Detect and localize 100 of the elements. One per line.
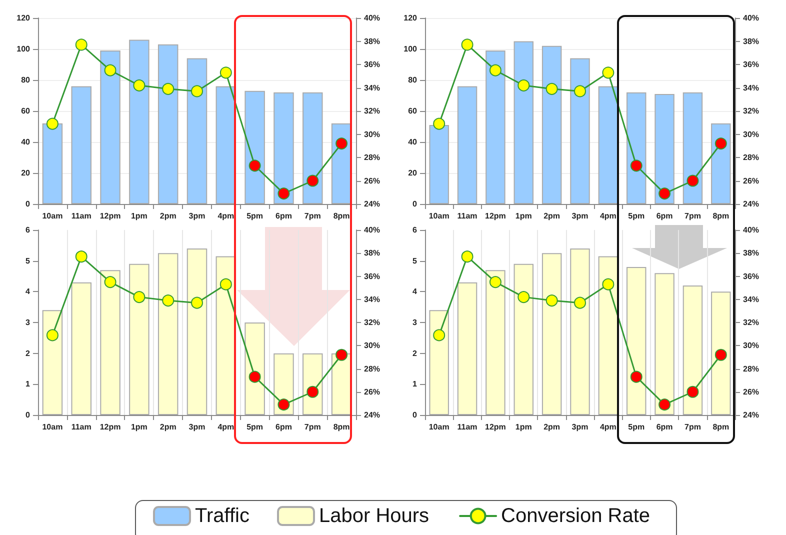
bar <box>711 292 731 415</box>
bar <box>274 92 294 204</box>
y2-tick-label: 36% <box>743 60 760 69</box>
x-tick-label: 11am <box>457 422 478 432</box>
point <box>133 291 146 304</box>
y-tick-label: 100 <box>404 44 418 54</box>
point <box>336 348 348 361</box>
point <box>686 174 699 187</box>
x-tick-label: 8pm <box>712 212 730 220</box>
point <box>630 370 642 383</box>
bar <box>457 86 478 204</box>
y-tick-label: 0 <box>26 410 31 420</box>
bar <box>514 264 534 415</box>
y-tick-label: 20 <box>408 168 418 178</box>
y2-tick-label: 34% <box>743 83 760 92</box>
y2-tick-label: 32% <box>364 106 380 116</box>
y2-tick-label: 26% <box>364 387 380 396</box>
y2-tick-label: 30% <box>364 130 380 139</box>
bar <box>71 282 92 415</box>
x-tick-label: 12pm <box>485 422 506 432</box>
point <box>461 250 474 263</box>
point <box>658 398 671 411</box>
x-tick-label: 5pm <box>246 212 264 220</box>
point <box>489 64 502 76</box>
x-tick-label: 11am <box>71 212 92 220</box>
point <box>433 329 446 342</box>
legend-label: Traffic <box>195 505 250 527</box>
point <box>574 296 586 309</box>
bar <box>654 273 674 415</box>
bar <box>626 92 646 204</box>
y-tick-label: 3 <box>412 318 418 327</box>
point <box>306 174 319 187</box>
x-tick-label: 5pm <box>246 422 264 432</box>
y2-tick-label: 40% <box>743 226 760 234</box>
y-tick-label: 0 <box>412 200 418 208</box>
x-tick-label: 7pm <box>304 422 321 432</box>
bar <box>429 124 449 204</box>
y-tick-label: 80 <box>408 76 418 84</box>
bar <box>486 50 506 204</box>
bar <box>42 123 63 204</box>
bar <box>186 58 208 204</box>
x-tick-label: 3pm <box>572 212 588 220</box>
point <box>278 188 290 200</box>
x-tick-label: 6pm <box>276 422 292 432</box>
x-tick-label: 1pm <box>130 422 148 432</box>
y-tick-label: 3 <box>26 318 31 327</box>
point <box>546 82 558 95</box>
point <box>220 66 232 79</box>
y-tick-label: 40 <box>408 138 418 146</box>
x-tick-label: 4pm <box>218 212 234 220</box>
y2-tick-label: 28% <box>743 364 760 374</box>
x-tick-label: 3pm <box>188 422 206 432</box>
point <box>461 38 474 51</box>
bar <box>570 58 590 204</box>
point <box>336 138 348 150</box>
bar <box>542 253 562 415</box>
x-tick-label: 3pm <box>188 212 206 220</box>
x-tick-label: 2pm <box>160 422 176 432</box>
y-tick-label: 100 <box>16 44 31 54</box>
y-tick-label: 1 <box>26 380 31 389</box>
bar <box>429 310 449 415</box>
x-tick-label: 3pm <box>572 422 588 432</box>
point <box>658 188 671 200</box>
bar <box>129 40 150 204</box>
x-tick-label: 8pm <box>333 212 350 220</box>
y-tick-label: 5 <box>26 256 31 266</box>
y2-tick-label: 24% <box>743 410 760 420</box>
legend-label: Labor Hours <box>319 505 430 527</box>
point <box>714 348 727 361</box>
x-tick-label: 12pm <box>485 212 506 220</box>
bar <box>570 248 590 415</box>
x-tick-label: 11am <box>457 212 478 220</box>
y-tick-label: 4 <box>26 287 31 296</box>
y-tick-label: 4 <box>412 287 418 296</box>
x-tick-label: 1pm <box>515 212 532 220</box>
x-tick-label: 6pm <box>656 212 673 220</box>
point <box>133 79 146 92</box>
x-tick-label: 10am <box>428 212 450 220</box>
bar <box>129 264 150 415</box>
point <box>162 294 174 307</box>
point <box>630 160 642 172</box>
bar <box>598 256 618 415</box>
x-tick-label: 7pm <box>304 212 321 220</box>
y2-tick-label: 28% <box>364 364 380 374</box>
y2-tick-label: 38% <box>364 36 380 46</box>
y2-tick-label: 24% <box>364 410 380 420</box>
y2-tick-label: 24% <box>743 200 760 208</box>
y2-tick-label: 34% <box>364 83 380 92</box>
y-tick-label: 40 <box>21 138 31 146</box>
bar <box>42 310 63 415</box>
y2-tick-label: 30% <box>364 341 380 350</box>
x-tick-label: 12pm <box>100 422 121 432</box>
point <box>191 85 203 98</box>
bar <box>100 270 120 415</box>
point <box>248 160 261 172</box>
point <box>518 291 530 304</box>
x-tick-label: 7pm <box>684 212 701 220</box>
bar <box>71 86 92 204</box>
x-tick-label: 4pm <box>600 212 616 220</box>
x-tick-label: 8pm <box>712 422 730 432</box>
